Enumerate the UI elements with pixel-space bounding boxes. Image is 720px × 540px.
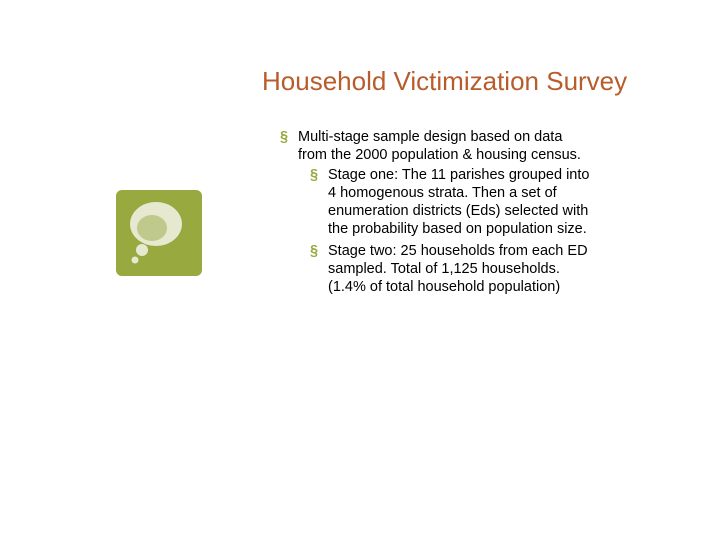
bullet-mark-icon: §: [310, 166, 328, 184]
slide-title: Household Victimization Survey: [262, 66, 627, 97]
slide: Household Victimization Survey § Multi-s…: [0, 0, 720, 540]
bullet-l1-text: Multi-stage sample design based on dataf…: [298, 128, 581, 164]
sub-bullets: § Stage one: The 11 parishes grouped int…: [280, 166, 640, 296]
bullet-l2b-text: Stage two: 25 households from each EDsam…: [328, 242, 588, 296]
bullet-l2b: § Stage two: 25 households from each EDs…: [280, 242, 640, 296]
bullet-l1: § Multi-stage sample design based on dat…: [280, 128, 640, 164]
content-block: § Multi-stage sample design based on dat…: [280, 128, 640, 296]
bullet-l2a-text: Stage one: The 11 parishes grouped into4…: [328, 166, 589, 238]
bullet-l2a: § Stage one: The 11 parishes grouped int…: [280, 166, 640, 238]
bullet-mark-icon: §: [280, 128, 298, 146]
bullet-mark-icon: §: [310, 242, 328, 260]
thought-bubble-icon: [116, 190, 202, 276]
